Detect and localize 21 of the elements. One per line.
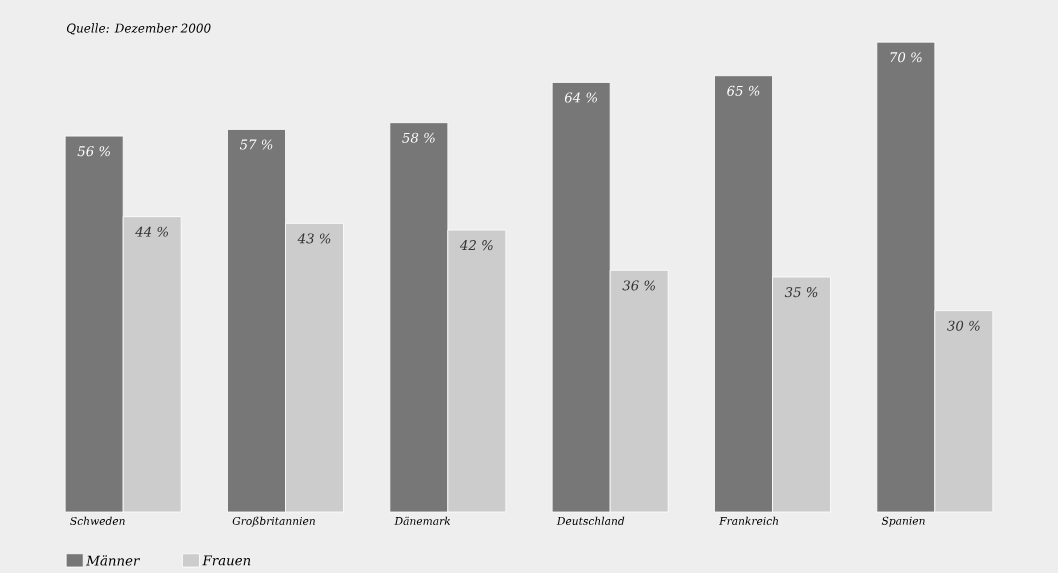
data-label: 44 %: [135, 226, 168, 237]
data-label: 70 %: [890, 52, 922, 63]
x-tick-label: Schweden: [70, 516, 125, 525]
legend-label: Frauen: [202, 555, 251, 566]
data-label: 36 %: [622, 280, 655, 291]
data-label: 58 %: [402, 132, 435, 143]
data-label: 42 %: [459, 240, 493, 251]
data-label: 64 %: [564, 92, 597, 103]
data-label: 43 %: [297, 233, 331, 244]
legend-label: Männer: [86, 555, 140, 566]
x-tick-label: Dänemark: [394, 516, 451, 526]
data-label: 56 %: [77, 146, 110, 157]
x-tick-label: Deutschland: [556, 516, 625, 525]
data-label: 35 %: [784, 287, 818, 298]
source-note: Quelle: Dezember 2000: [66, 23, 211, 35]
data-label: 65 %: [727, 85, 760, 96]
x-tick-label: Großbritannien: [232, 516, 315, 528]
x-tick-label: Spanien: [881, 516, 925, 527]
data-label: 57 %: [239, 139, 273, 150]
x-tick-label: Frankreich: [719, 516, 779, 525]
data-label: 30 %: [947, 320, 980, 331]
